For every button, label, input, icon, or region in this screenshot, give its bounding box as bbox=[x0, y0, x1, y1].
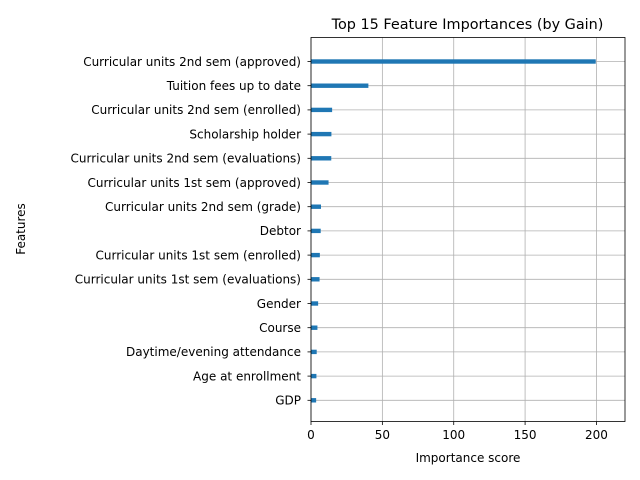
bar bbox=[311, 277, 320, 282]
x-tick-label: 150 bbox=[514, 428, 537, 442]
y-tick-label: Curricular units 2nd sem (grade) bbox=[105, 200, 301, 214]
bar bbox=[311, 325, 318, 330]
y-tick-labels: Curricular units 2nd sem (approved) Tuiti… bbox=[71, 55, 311, 408]
y-tick-label: Gender bbox=[257, 297, 301, 311]
bars bbox=[311, 59, 596, 403]
y-tick-label: Curricular units 1st sem (evaluations) bbox=[75, 273, 301, 287]
x-tick-label: 50 bbox=[375, 428, 390, 442]
bar bbox=[311, 107, 333, 113]
y-tick-label: Curricular units 1st sem (approved) bbox=[87, 176, 301, 190]
bar bbox=[311, 301, 319, 306]
x-tick-label: 200 bbox=[585, 428, 608, 442]
bar bbox=[311, 228, 321, 234]
y-tick-label: GDP bbox=[275, 394, 301, 408]
bar bbox=[311, 398, 317, 403]
grid-lines bbox=[310, 37, 625, 422]
bar bbox=[311, 373, 317, 379]
bar bbox=[311, 59, 596, 64]
bar bbox=[311, 204, 321, 209]
x-tick-label: 100 bbox=[442, 428, 465, 442]
y-tick-label: Tuition fees up to date bbox=[166, 79, 301, 93]
bar bbox=[311, 349, 317, 355]
bar bbox=[311, 180, 329, 185]
y-tick-label: Curricular units 1st sem (enrolled) bbox=[95, 248, 301, 262]
y-tick-label: Course bbox=[259, 321, 301, 335]
bar bbox=[311, 131, 332, 137]
x-tick-labels: 0 50 100 150 200 bbox=[307, 421, 608, 442]
x-tick-label: 0 bbox=[307, 428, 315, 442]
y-axis-label: Features bbox=[14, 203, 28, 255]
bar bbox=[311, 156, 332, 161]
y-tick-label: Age at enrollment bbox=[193, 369, 301, 383]
plot-frame bbox=[310, 37, 626, 422]
bar bbox=[311, 252, 320, 258]
y-tick-label: Debtor bbox=[260, 224, 301, 238]
chart-title: Top 15 Feature Importances (by Gain) bbox=[331, 17, 604, 33]
x-axis-label: Importance score bbox=[416, 451, 521, 465]
y-tick-label: Curricular units 2nd sem (approved) bbox=[83, 55, 301, 69]
y-tick-label: Curricular units 2nd sem (enrolled) bbox=[91, 103, 301, 117]
y-tick-label: Daytime/evening attendance bbox=[126, 345, 301, 359]
bar bbox=[311, 83, 369, 88]
y-tick-label: Curricular units 2nd sem (evaluations) bbox=[71, 152, 301, 166]
y-tick-label: Scholarship holder bbox=[189, 127, 301, 141]
